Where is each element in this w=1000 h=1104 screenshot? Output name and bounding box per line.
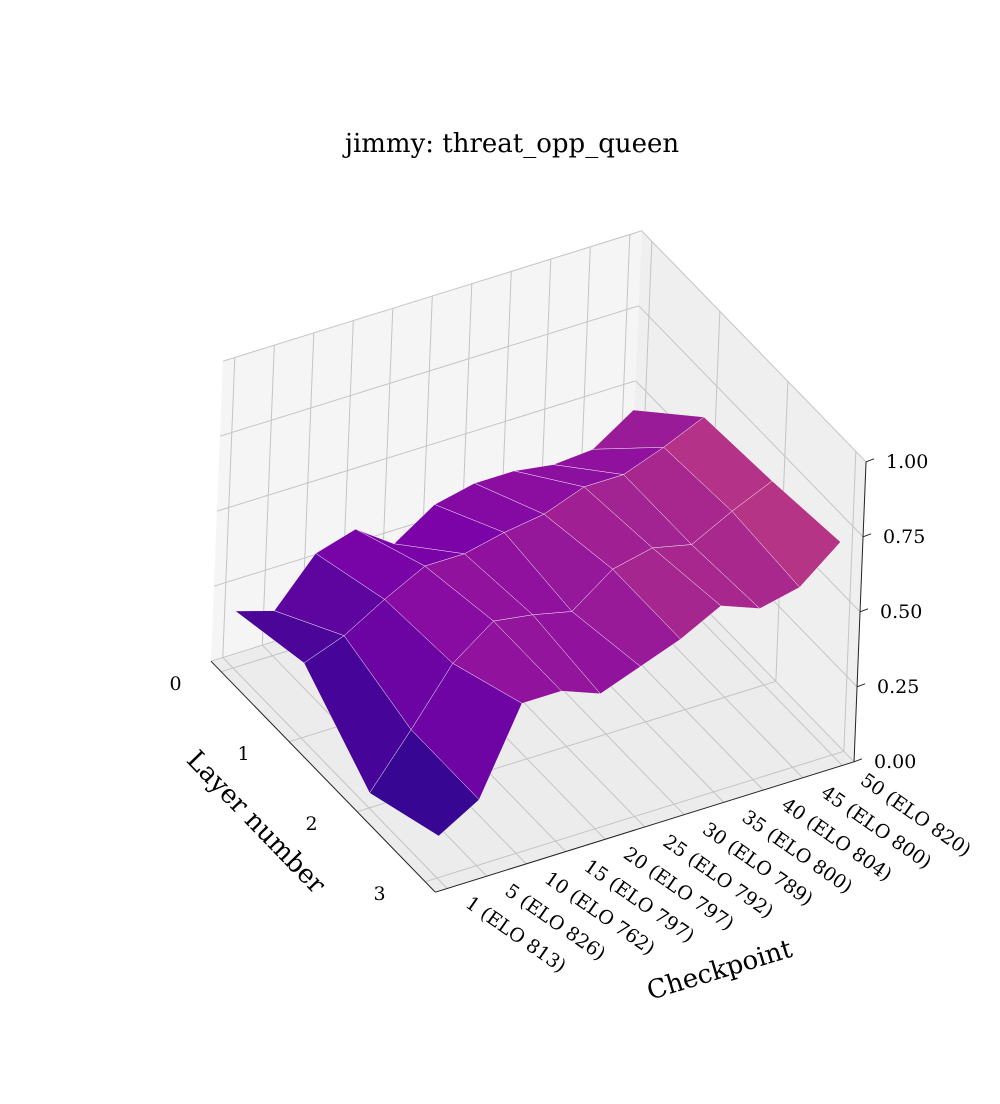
axis-line [210, 660, 436, 893]
z-tick-label: 0.75 [883, 526, 925, 548]
z-tick [856, 683, 866, 688]
z-tick [862, 533, 872, 538]
y-tick-label: 1 [238, 743, 250, 765]
z-tick-label: 1.00 [886, 451, 928, 473]
y-tick-label: 0 [170, 673, 182, 695]
grid-line [261, 345, 275, 646]
axis-line [435, 761, 855, 893]
z-tick-label: 0.25 [877, 676, 919, 698]
grid-line [222, 357, 236, 658]
grid-line [638, 305, 864, 538]
z-tick-label: 0.00 [874, 751, 916, 773]
grid-line [222, 230, 642, 362]
grid-line [222, 657, 448, 889]
y-tick-label: 3 [374, 883, 386, 905]
chart-title: jimmy: threat_opp_queen [342, 129, 679, 159]
y-tick-label: 2 [306, 813, 318, 835]
grid-line [641, 230, 867, 463]
z-tick [859, 608, 869, 613]
x-axis-label: Checkpoint [643, 934, 796, 1007]
grid-line [843, 451, 857, 752]
surface-face [369, 729, 480, 837]
z-tick [865, 458, 875, 463]
z-tick-label: 0.50 [880, 601, 922, 623]
z-tick [853, 758, 863, 763]
